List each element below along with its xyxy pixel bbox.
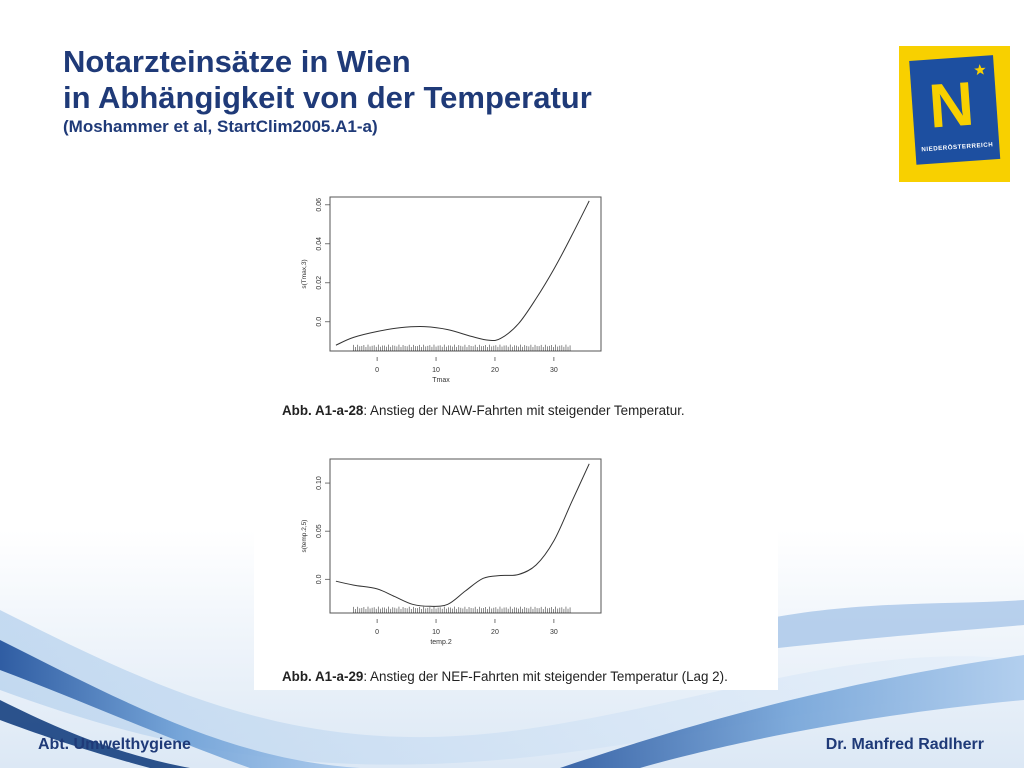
footer-author: Dr. Manfred Radlherr: [825, 736, 984, 753]
chart-naw-svg: 0 10 20 30 Tmax 0.0 0.02 0.04 0.06 s(Tmax,3): [301, 196, 602, 384]
y-axis-label: s(temp.2,5): [301, 520, 308, 553]
x-tick-label: 0: [375, 367, 379, 374]
slide-title: Notarzteinsätze in Wien in Abhängigkeit …: [63, 44, 592, 137]
y-tick-label: 0.0: [316, 574, 323, 584]
y-tick-label: 0.04: [316, 237, 323, 251]
scanned-figures: 0 10 20 30 Tmax 0.0 0.02 0.04 0.06 s(Tmax,3) Abb.…: [254, 185, 778, 690]
title-line-1: Notarzteinsätze in Wien: [63, 44, 411, 79]
caption-nef-label: Abb. A1-a-29: [282, 669, 364, 684]
star-icon: [974, 64, 986, 76]
x-tick-label: 20: [491, 367, 499, 374]
logo-badge: [909, 55, 1001, 165]
plot-frame: [329, 458, 602, 614]
x-axis-label: temp.2: [430, 639, 452, 646]
x-tick-label: 30: [550, 629, 558, 636]
footer-department: Abt. Umwelthygiene: [38, 736, 191, 753]
title-citation: (Moshammer et al, StartClim2005.A1-a): [63, 117, 378, 137]
logo-graphic: N NIEDERÖSTERREICH: [909, 55, 1001, 165]
x-tick-label: 0: [375, 629, 379, 636]
y-tick-label: 0.0: [316, 317, 323, 327]
caption-naw: Abb. A1-a-28: Anstieg der NAW-Fahrten mi…: [282, 403, 685, 418]
y-tick-label: 0.02: [316, 276, 323, 290]
caption-naw-text: : Anstieg der NAW-Fahrten mit steigender…: [363, 403, 685, 418]
caption-nef: Abb. A1-a-29: Anstieg der NEF-Fahrten mi…: [282, 669, 728, 684]
x-axis-label: Tmax: [432, 377, 450, 384]
plot-frame: [329, 196, 602, 352]
x-tick-label: 30: [550, 367, 558, 374]
series-line: [335, 463, 590, 607]
logo-letter: N: [927, 70, 976, 142]
chart-nef: 0 10 20 30 temp.2 0.0 0.05 0.10 s(temp.2,5): [254, 447, 778, 647]
caption-nef-text: : Anstieg der NEF-Fahrten mit steigender…: [363, 669, 728, 684]
y-axis-label: s(Tmax,3): [301, 259, 308, 288]
y-tick-label: 0.06: [316, 198, 323, 212]
title-line-2: in Abhängigkeit von der Temperatur: [63, 79, 592, 115]
y-tick-label: 0.05: [316, 524, 323, 538]
niederoesterreich-logo: N NIEDERÖSTERREICH: [899, 46, 1010, 182]
chart-naw: 0 10 20 30 Tmax 0.0 0.02 0.04 0.06 s(Tmax,3): [254, 185, 778, 385]
x-tick-label: 10: [432, 629, 440, 636]
y-tick-label: 0.10: [316, 476, 323, 490]
rug-marks: [353, 344, 571, 351]
x-tick-label: 10: [432, 367, 440, 374]
x-tick-label: 20: [491, 629, 499, 636]
caption-naw-label: Abb. A1-a-28: [282, 403, 364, 418]
series-line: [335, 200, 590, 346]
rug-marks: [353, 606, 571, 613]
chart-nef-svg: 0 10 20 30 temp.2 0.0 0.05 0.10 s(temp.2,5): [301, 458, 602, 646]
